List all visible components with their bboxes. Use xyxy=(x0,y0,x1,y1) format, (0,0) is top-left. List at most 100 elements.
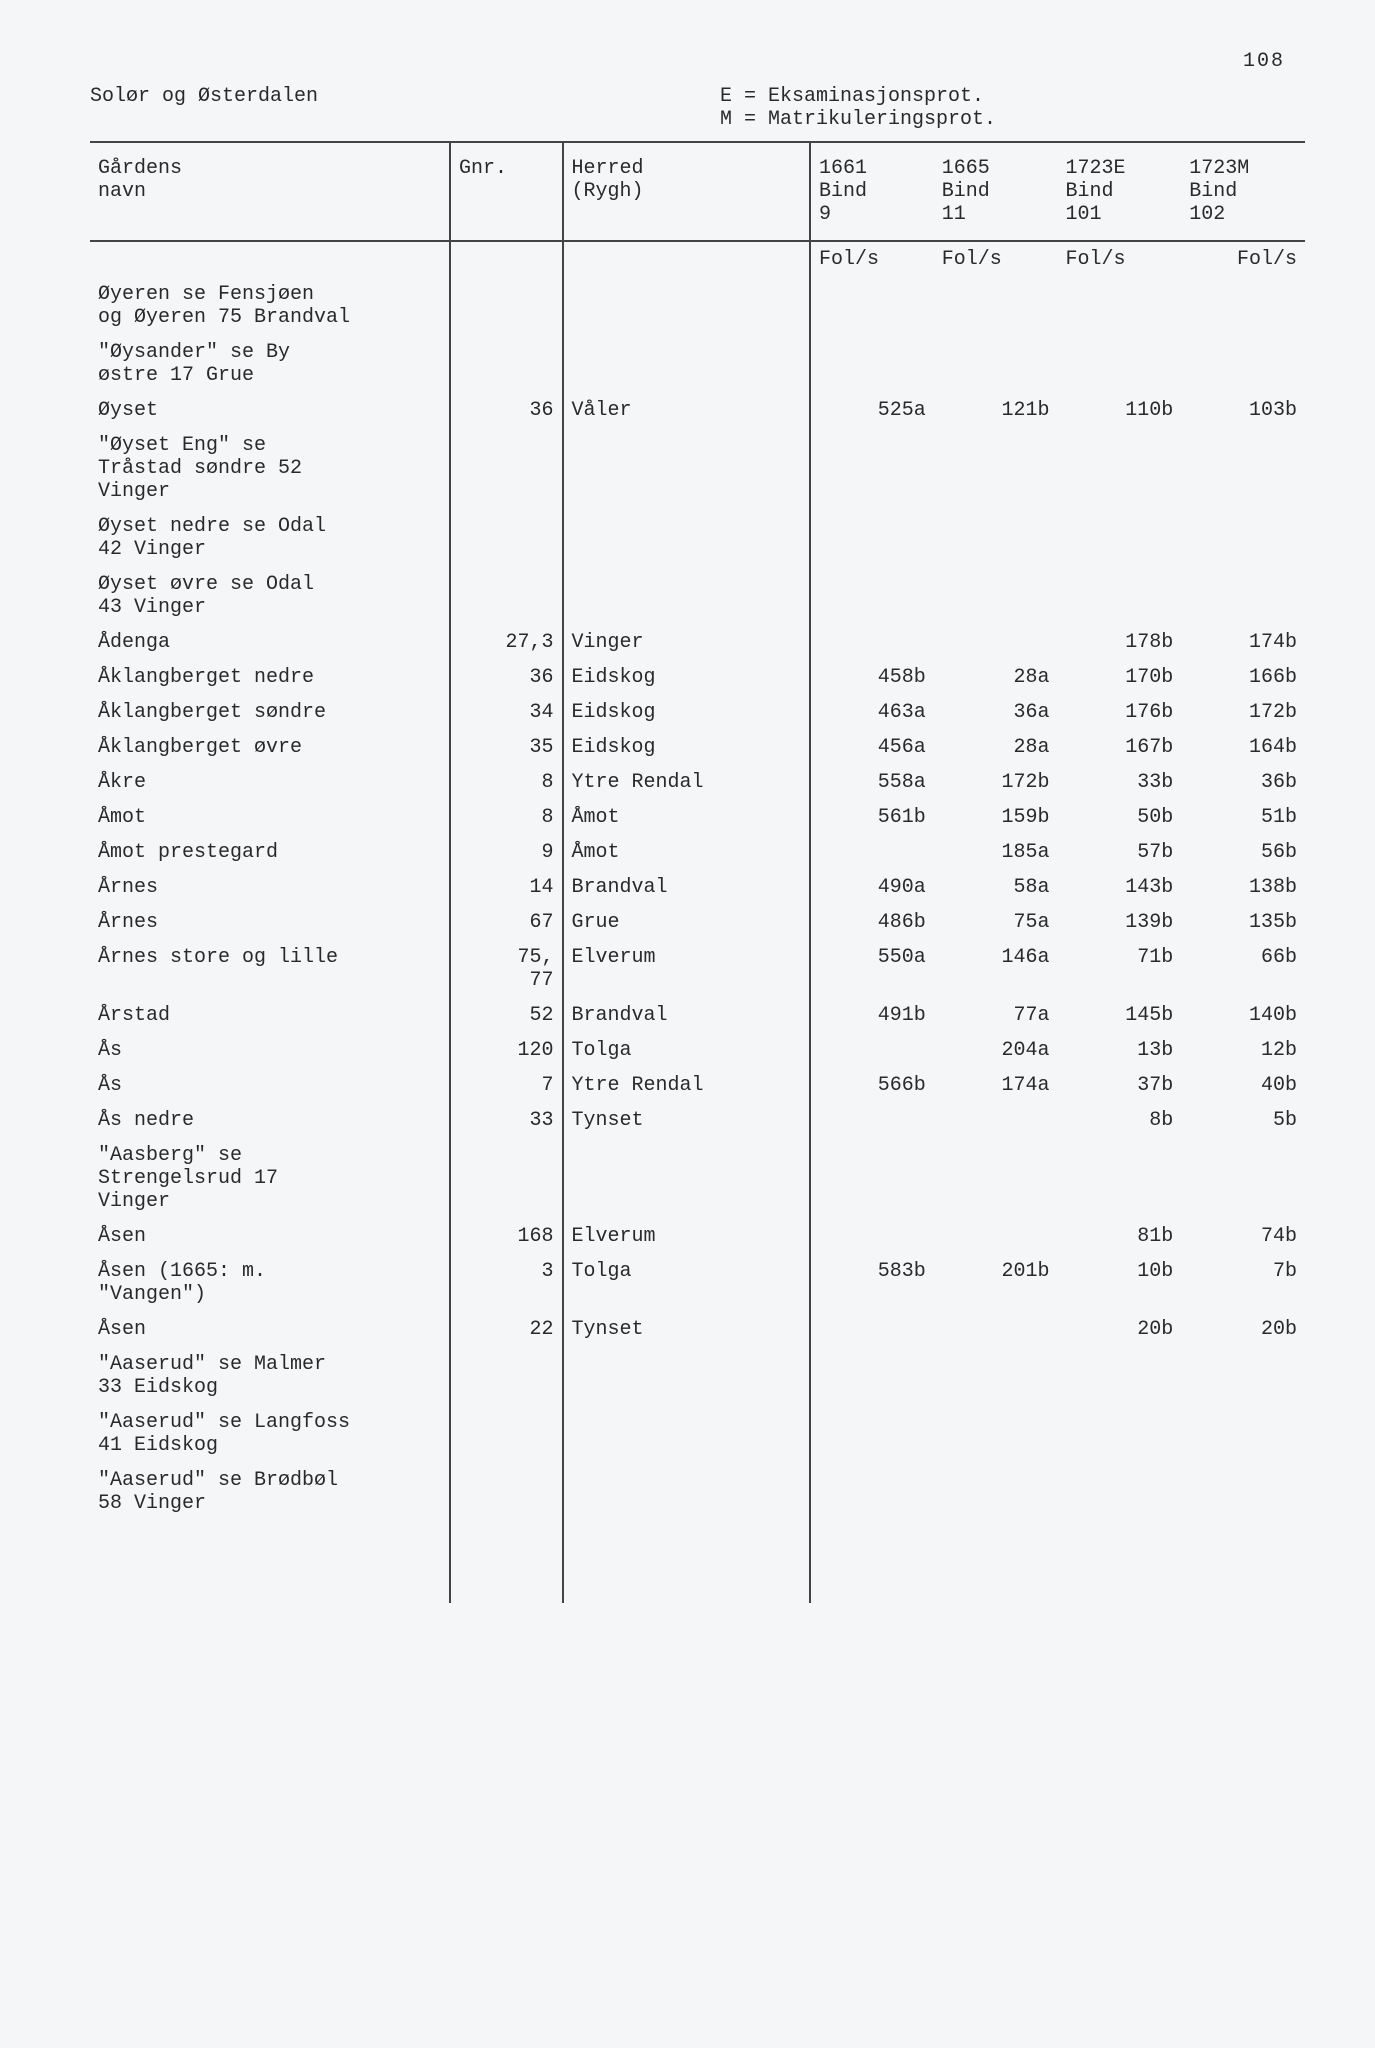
cell-1723m xyxy=(1181,509,1305,567)
document-page: 108 Solør og Østerdalen E = Eksaminasjon… xyxy=(0,0,1375,2048)
cell-1665: 77a xyxy=(934,998,1058,1033)
cell-gnr: 36 xyxy=(450,660,563,695)
cell-name: Åsen (1665: m. "Vangen") xyxy=(90,1254,450,1312)
cell-1723m xyxy=(1181,428,1305,509)
table-row: Årstad52Brandval491b77a145b140b xyxy=(90,998,1305,1033)
cell-1665 xyxy=(934,1312,1058,1347)
cell-herred xyxy=(563,277,811,335)
cell-gnr: 67 xyxy=(450,905,563,940)
cell-gnr: 8 xyxy=(450,765,563,800)
cell-1723m xyxy=(1181,567,1305,625)
cell-herred: Vinger xyxy=(563,625,811,660)
cell-1665 xyxy=(934,277,1058,335)
cell-herred xyxy=(563,509,811,567)
cell-1661: 558a xyxy=(810,765,934,800)
cell-1661 xyxy=(810,1219,934,1254)
col-header-1665: 1665 Bind 11 xyxy=(934,142,1058,241)
cell-1661 xyxy=(810,1312,934,1347)
cell-1661: 463a xyxy=(810,695,934,730)
cell-1723e: 167b xyxy=(1058,730,1182,765)
cell-name: Åkre xyxy=(90,765,450,800)
cell-1723m xyxy=(1181,1347,1305,1405)
col-header-name: Gårdens navn xyxy=(90,142,450,241)
table-row: Årnes67Grue486b75a139b135b xyxy=(90,905,1305,940)
cell-1661: 490a xyxy=(810,870,934,905)
cell-name: Ådenga xyxy=(90,625,450,660)
cell-herred xyxy=(563,335,811,393)
cell-name: Øyset nedre se Odal 42 Vinger xyxy=(90,509,450,567)
cell-1723m: 138b xyxy=(1181,870,1305,905)
cell-1723m: 7b xyxy=(1181,1254,1305,1312)
cell-1665 xyxy=(934,625,1058,660)
cell-1723e: 50b xyxy=(1058,800,1182,835)
cell-1723e xyxy=(1058,509,1182,567)
cell-1723e: 176b xyxy=(1058,695,1182,730)
table-row: Åmot prestegard9Åmot185a57b56b xyxy=(90,835,1305,870)
cell-gnr: 34 xyxy=(450,695,563,730)
cell-herred xyxy=(563,1347,811,1405)
table-row: Ås7Ytre Rendal566b174a37b40b xyxy=(90,1068,1305,1103)
cell-gnr xyxy=(450,335,563,393)
cell-herred xyxy=(563,1405,811,1463)
cell-1665: 159b xyxy=(934,800,1058,835)
cell-1661 xyxy=(810,509,934,567)
cell-gnr: 27,3 xyxy=(450,625,563,660)
cell-1723m: 164b xyxy=(1181,730,1305,765)
cell-gnr xyxy=(450,1463,563,1521)
cell-1661: 583b xyxy=(810,1254,934,1312)
cell-herred: Eidskog xyxy=(563,730,811,765)
cell-1665 xyxy=(934,1405,1058,1463)
table-row: Øyset øvre se Odal 43 Vinger xyxy=(90,567,1305,625)
col-header-1661: 1661 Bind 9 xyxy=(810,142,934,241)
table-row: Åklangberget øvre35Eidskog456a28a167b164… xyxy=(90,730,1305,765)
cell-name: Ås xyxy=(90,1068,450,1103)
subheader-fols: Fol/s xyxy=(934,241,1058,277)
cell-name: Åklangberget søndre xyxy=(90,695,450,730)
cell-herred: Brandval xyxy=(563,870,811,905)
cell-gnr: 33 xyxy=(450,1103,563,1138)
cell-1665 xyxy=(934,1347,1058,1405)
cell-herred: Tolga xyxy=(563,1254,811,1312)
cell-1723e: 139b xyxy=(1058,905,1182,940)
cell-1723e: 81b xyxy=(1058,1219,1182,1254)
cell-gnr xyxy=(450,1405,563,1463)
cell-gnr: 7 xyxy=(450,1068,563,1103)
cell-1723m: 12b xyxy=(1181,1033,1305,1068)
cell-1723m: 66b xyxy=(1181,940,1305,998)
col-header-gnr: Gnr. xyxy=(450,142,563,241)
cell-herred: Tynset xyxy=(563,1312,811,1347)
cell-gnr xyxy=(450,567,563,625)
cell-gnr: 35 xyxy=(450,730,563,765)
cell-1723m: 56b xyxy=(1181,835,1305,870)
cell-1723m: 40b xyxy=(1181,1068,1305,1103)
cell-gnr: 9 xyxy=(450,835,563,870)
cell-name: Årnes xyxy=(90,905,450,940)
cell-herred xyxy=(563,567,811,625)
cell-1723e: 71b xyxy=(1058,940,1182,998)
cell-1723e: 33b xyxy=(1058,765,1182,800)
cell-gnr xyxy=(450,428,563,509)
cell-1661: 458b xyxy=(810,660,934,695)
cell-1723m xyxy=(1181,277,1305,335)
cell-1665 xyxy=(934,1138,1058,1219)
cell-1665: 146a xyxy=(934,940,1058,998)
cell-1661 xyxy=(810,335,934,393)
cell-1723e xyxy=(1058,1138,1182,1219)
cell-herred: Tynset xyxy=(563,1103,811,1138)
cell-1661: 566b xyxy=(810,1068,934,1103)
cell-gnr: 120 xyxy=(450,1033,563,1068)
cell-herred xyxy=(563,1463,811,1521)
cell-1661 xyxy=(810,1103,934,1138)
cell-name: Øyset xyxy=(90,393,450,428)
cell-1723m: 36b xyxy=(1181,765,1305,800)
cell-1723m: 174b xyxy=(1181,625,1305,660)
table-row: "Aaserud" se Langfoss 41 Eidskog xyxy=(90,1405,1305,1463)
cell-1665: 75a xyxy=(934,905,1058,940)
legend-line: E = Eksaminasjonsprot. xyxy=(720,85,1305,108)
cell-name: Øyset øvre se Odal 43 Vinger xyxy=(90,567,450,625)
cell-1723e xyxy=(1058,567,1182,625)
cell-1665 xyxy=(934,1219,1058,1254)
cell-1665: 172b xyxy=(934,765,1058,800)
cell-1723m: 135b xyxy=(1181,905,1305,940)
cell-1723e: 143b xyxy=(1058,870,1182,905)
